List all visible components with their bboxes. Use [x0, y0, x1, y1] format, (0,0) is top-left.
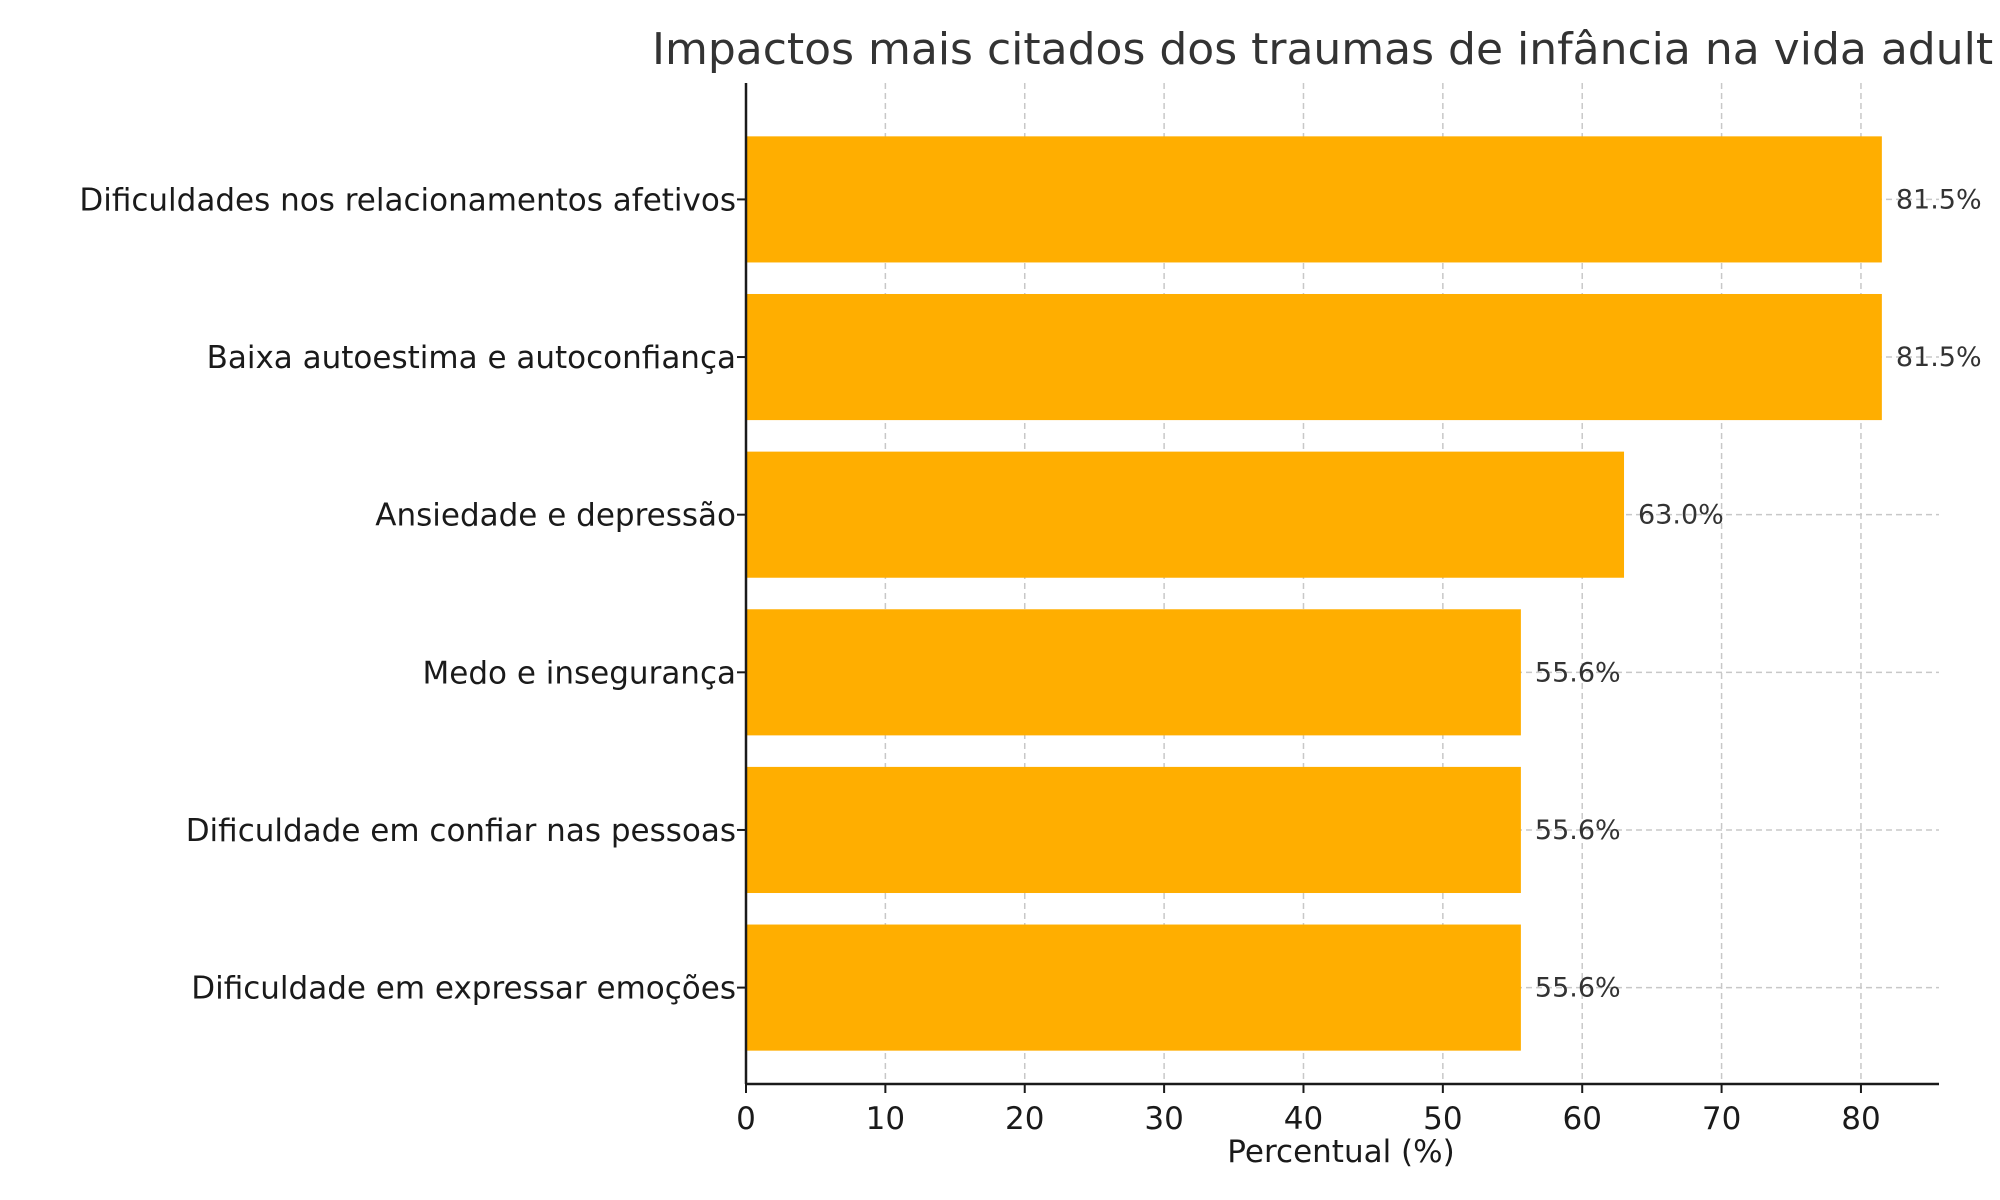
bar	[746, 609, 1521, 736]
x-tick-label: 50	[1423, 1101, 1462, 1137]
data-label: 55.6%	[1535, 657, 1621, 688]
category-label: Baixa autoestima e autoconfiança	[207, 340, 736, 376]
x-tick-label: 20	[1005, 1101, 1044, 1137]
category-label: Medo e insegurança	[423, 655, 736, 691]
x-tick-label: 70	[1702, 1101, 1741, 1137]
data-label: 55.6%	[1535, 973, 1621, 1004]
category-label: Dificuldades nos relacionamentos afetivo…	[79, 182, 736, 218]
data-label: 81.5%	[1896, 342, 1982, 373]
bar	[746, 293, 1882, 421]
x-tick-label: 60	[1562, 1101, 1601, 1137]
x-tick-label: 10	[866, 1101, 905, 1137]
x-axis-title: Percentual (%)	[1227, 1134, 1454, 1170]
chart-title: Impactos mais citados dos traumas de inf…	[652, 24, 1993, 75]
data-label: 55.6%	[1535, 815, 1621, 846]
x-tick-label: 30	[1144, 1101, 1183, 1137]
x-tick-label: 80	[1841, 1101, 1880, 1137]
x-tick-label: 40	[1284, 1101, 1323, 1137]
bars	[746, 136, 1882, 1051]
labels: 0 10 20 30 40 50 60 70 80 Dificuldades nos relaci…	[79, 182, 1981, 1137]
bar	[746, 136, 1882, 263]
data-label: 63.0%	[1638, 500, 1724, 531]
bar	[746, 766, 1521, 894]
category-label: Dificuldade em expressar emoções	[191, 971, 736, 1007]
axes	[737, 83, 1939, 1093]
category-label: Ansiedade e depressão	[375, 498, 736, 534]
data-label: 81.5%	[1896, 184, 1982, 215]
bar	[746, 924, 1521, 1051]
bar	[746, 451, 1625, 578]
x-tick-label: 0	[736, 1101, 756, 1137]
category-label: Dificuldade em confiar nas pessoas	[186, 813, 736, 849]
